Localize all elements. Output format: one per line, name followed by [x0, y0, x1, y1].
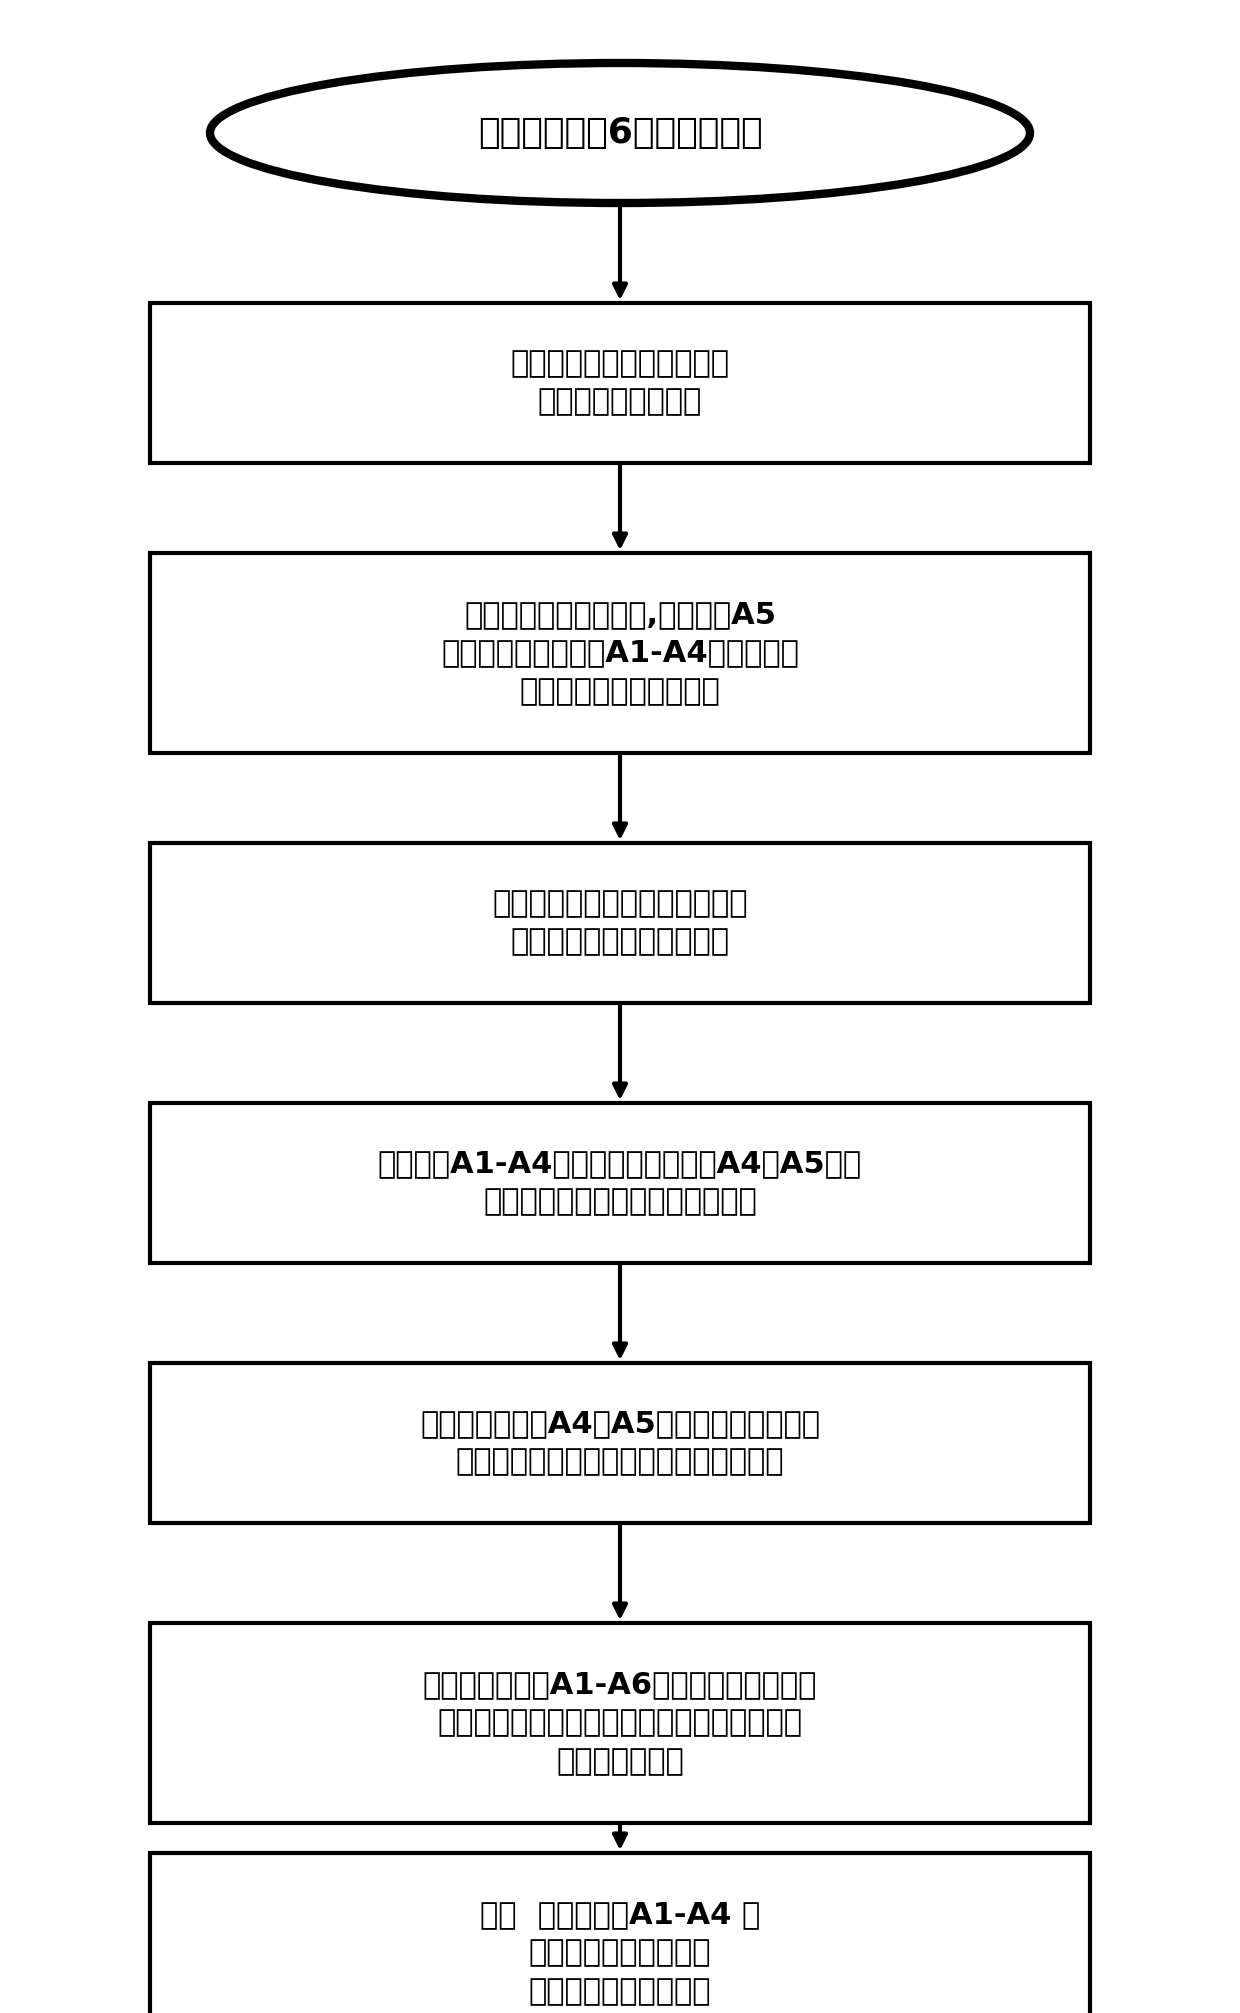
Text: 单片机接收上位机指令控制
超声探头对合金细化: 单片机接收上位机指令控制 超声探头对合金细化: [511, 350, 729, 417]
Bar: [150, 1363, 1090, 1524]
Text: 对比  经超声探头A1-A4 合
金晶粒的大小得出超声
频率对晶粒细化的影响: 对比 经超声探头A1-A4 合 金晶粒的大小得出超声 频率对晶粒细化的影响: [480, 1900, 760, 2005]
Text: 待液态合金凝固后，切开合金用
显微镜观察其内部晶粒变化: 待液态合金凝固后，切开合金用 显微镜观察其内部晶粒变化: [492, 890, 748, 956]
Ellipse shape: [210, 62, 1030, 203]
Text: 超声探头A1-A4频率不同，超声探头A4与A5频率
相同，第六个凹槽不设置超声探头: 超声探头A1-A4频率不同，超声探头A4与A5频率 相同，第六个凹槽不设置超声探…: [378, 1149, 862, 1216]
Text: 加热装置加热6个合金至熔化: 加热装置加热6个合金至熔化: [477, 117, 763, 151]
Bar: [150, 843, 1090, 1002]
Bar: [150, 1622, 1090, 1824]
Bar: [150, 1103, 1090, 1262]
Bar: [150, 304, 1090, 463]
Text: 待合金冷却一段时间后,超声探头A5
停止工作，超声探头A1-A4继续工作，
一段时间后一起停止工作: 待合金冷却一段时间后,超声探头A5 停止工作，超声探头A1-A4继续工作， 一段…: [441, 600, 799, 707]
Bar: [150, 554, 1090, 753]
Bar: [150, 1854, 1090, 2013]
Text: 对比经超声探头A4和A5对合金晶粒的大小，
以此或得超声作用时间对晶粒细化的影响: 对比经超声探头A4和A5对合金晶粒的大小， 以此或得超声作用时间对晶粒细化的影响: [420, 1409, 820, 1478]
Text: 对比经超声探头A1-A6的合金晶粒的大小以
获得超声作用对晶粒细化的影响是促进还是抑
制还是两者皆有: 对比经超声探头A1-A6的合金晶粒的大小以 获得超声作用对晶粒细化的影响是促进还…: [423, 1671, 817, 1775]
